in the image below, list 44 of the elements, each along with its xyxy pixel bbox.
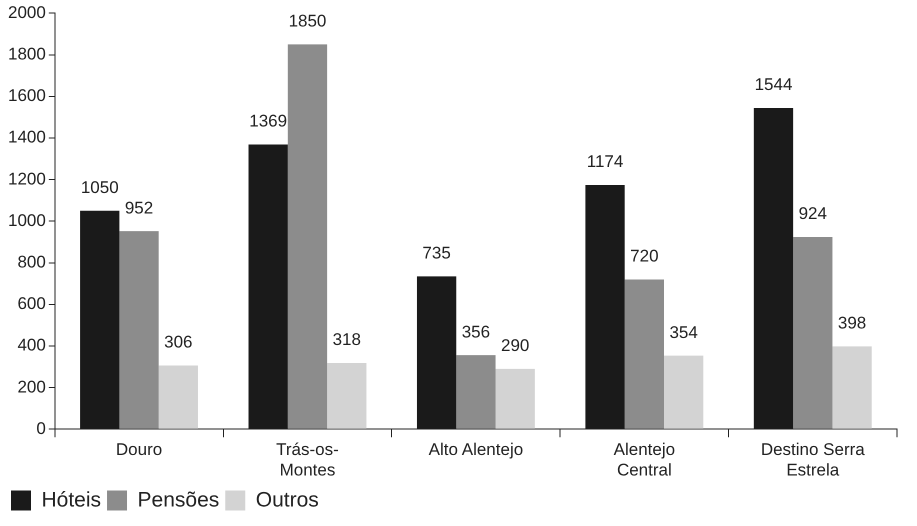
x-tick-label: Destino Serra Estrela (760, 440, 866, 480)
data-label: 318 (332, 330, 361, 350)
data-label: 952 (124, 198, 154, 218)
y-tick-label: 200 (17, 377, 46, 396)
y-tick-label: 1400 (8, 128, 46, 147)
y-tick-label: 400 (17, 336, 46, 355)
x-tick-label: Douro (116, 440, 162, 460)
data-label: 1174 (586, 152, 624, 172)
legend-label: Outros (256, 488, 319, 512)
y-tick-label: 1800 (8, 44, 46, 64)
data-label: 720 (630, 246, 659, 266)
bar (832, 346, 872, 429)
x-tick-label: Alto Alentejo (428, 440, 524, 460)
data-label: 398 (838, 314, 866, 333)
bar (158, 366, 198, 429)
bar (624, 279, 664, 429)
bar (664, 356, 704, 429)
bar (793, 237, 832, 429)
data-label: 356 (462, 322, 490, 342)
y-tick-label: 2000 (8, 2, 46, 22)
data-label: 1850 (288, 12, 326, 31)
data-label: 1544 (754, 75, 792, 94)
bar (327, 363, 366, 429)
x-tick-label: Trás-os-Montes (276, 440, 339, 480)
bar (119, 231, 159, 429)
data-label: 306 (164, 332, 193, 352)
data-label: 1050 (80, 178, 119, 197)
data-label: 1369 (249, 112, 288, 131)
y-tick-label: 1000 (8, 210, 46, 230)
legend-label: Pensões (138, 488, 220, 512)
bar (496, 368, 535, 429)
y-tick-label: 800 (17, 252, 46, 272)
bar (288, 44, 328, 429)
x-tick-label: Alentejo Central (614, 440, 676, 480)
y-tick-label: 0 (36, 418, 46, 438)
data-label: 924 (798, 204, 827, 224)
bar (456, 355, 496, 429)
data-label: 735 (422, 244, 451, 263)
data-label: 290 (501, 336, 530, 356)
y-tick-label: 1600 (8, 86, 46, 106)
y-tick-label: 1200 (8, 169, 46, 188)
data-label: 354 (669, 322, 698, 342)
legend-label: Hóteis (42, 488, 102, 512)
y-tick-label: 600 (17, 294, 46, 314)
